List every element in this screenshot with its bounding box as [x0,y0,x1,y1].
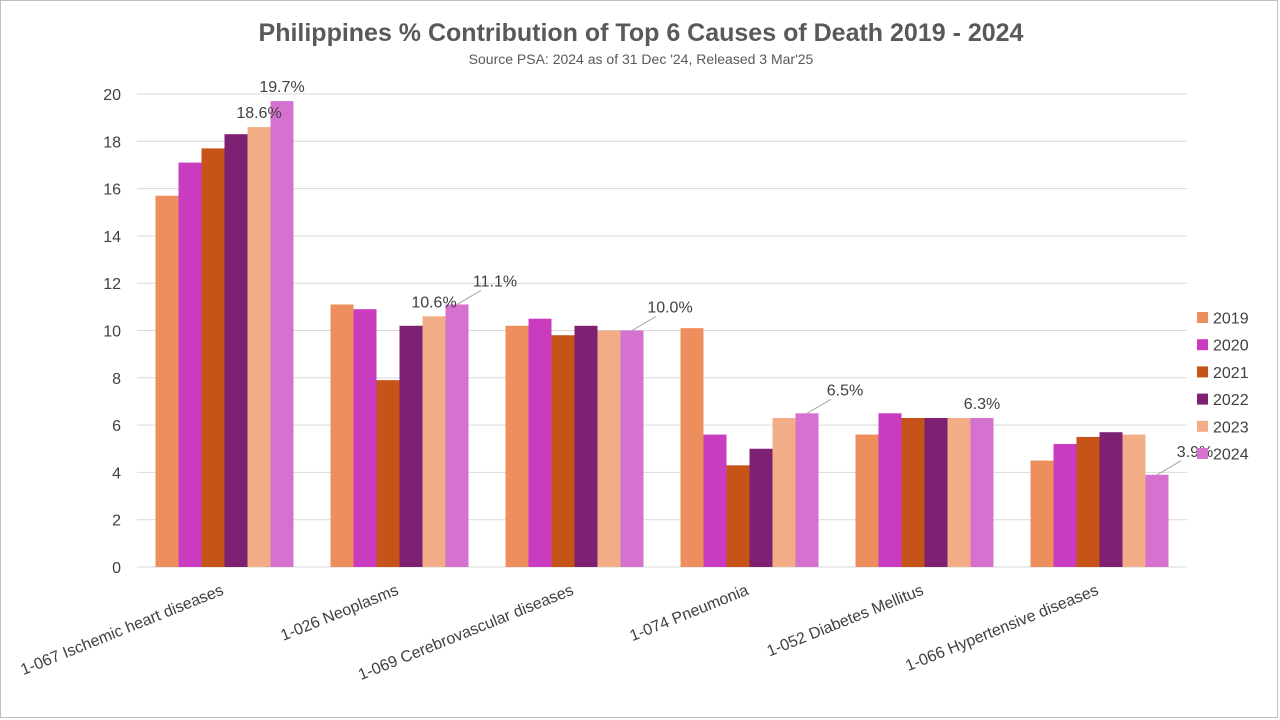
y-tick-label: 4 [112,465,121,482]
data-label: 6.3% [964,396,1000,413]
bar-2023 [422,316,446,567]
bar-2019 [680,328,704,567]
bar-2020 [878,413,902,567]
leader-line [806,398,832,414]
bar-2023 [947,418,971,567]
legend-swatch-2024 [1197,448,1208,459]
bar-2022 [924,418,948,567]
bar-2024 [970,418,994,567]
leader-line [631,316,657,331]
legend-swatch-2021 [1197,366,1208,378]
bar-2021 [901,418,925,567]
y-tick-label: 12 [103,276,121,293]
legend-label-2020: 2020 [1213,338,1249,355]
y-tick-label: 10 [103,324,121,341]
bar-2023 [772,418,796,567]
y-tick-label: 20 [103,87,121,104]
y-axis-ticks: 0 2 4 6 8 10 12 14 16 18 20 [103,87,121,577]
y-tick-label: 14 [103,229,121,246]
bar-2022 [1099,432,1123,567]
data-label: 18.6% [236,105,281,122]
legend-label-2021: 2021 [1213,365,1249,382]
chart-title: Philippines % Contribution of Top 6 Caus… [259,19,1024,47]
bar-2021 [551,335,575,567]
legend-swatch-2020 [1197,339,1208,351]
x-tick-label: 1-052 Diabetes Mellitus [765,582,926,660]
bar-2022 [749,448,773,567]
legend-swatch-2023 [1197,420,1208,432]
y-tick-label: 0 [112,560,121,577]
bar-2022 [399,325,423,567]
x-tick-label: 1-066 Hypertensive diseases [903,582,1101,675]
data-label: 6.5% [827,382,863,399]
bars [155,101,1169,568]
data-label: 19.7% [259,79,304,96]
x-axis-ticks: 1-067 Ischemic heart diseases 1-026 Neopl… [18,582,1101,684]
bar-2019 [155,195,179,567]
bar-2019 [1030,460,1054,567]
bar-2024 [1145,474,1169,567]
bar-2020 [178,162,202,567]
legend: 2019 2020 2021 2022 2023 2024 [1197,311,1249,464]
y-tick-label: 8 [112,371,121,388]
bar-2021 [376,380,400,567]
legend-label-2022: 2022 [1213,392,1249,409]
legend-label-2019: 2019 [1213,311,1249,328]
legend-label-2023: 2023 [1213,419,1249,436]
bar-2020 [703,434,727,567]
legend-swatch-2019 [1197,312,1208,323]
data-label: 11.1% [473,273,517,290]
bar-2021 [201,148,225,567]
bar-2020 [528,318,552,567]
bar-2021 [1076,436,1100,567]
bar-2023 [1122,434,1146,567]
bar-2022 [574,325,598,567]
y-tick-label: 18 [103,134,121,151]
gridlines [137,93,1187,568]
chart-subtitle: Source PSA: 2024 as of 31 Dec '24, Relea… [469,51,814,67]
bar-2022 [224,134,248,567]
bar-2019 [855,434,879,567]
data-label: 10.6% [411,294,456,311]
bar-2024 [795,413,819,567]
x-tick-label: 1-026 Neoplasms [278,582,401,645]
bar-2024 [270,101,294,567]
legend-label-2024: 2024 [1213,447,1249,464]
leader-line [456,290,482,305]
bar-2020 [353,309,377,567]
x-tick-label: 1-074 Pneumonia [628,582,752,645]
bar-2021 [726,465,750,567]
bar-2023 [597,330,621,567]
y-tick-label: 2 [112,513,121,530]
x-tick-label: 1-067 Ischemic heart diseases [18,582,226,679]
y-tick-label: 6 [112,418,121,435]
bar-2019 [330,304,354,567]
leader-line [1156,460,1182,476]
data-label: 10.0% [647,300,692,317]
y-tick-label: 16 [103,182,121,199]
bar-2023 [247,127,271,568]
legend-swatch-2022 [1197,393,1208,405]
bar-2024 [620,330,644,567]
bar-2019 [505,325,529,567]
bar-2020 [1053,444,1077,567]
bar-2024 [445,304,469,567]
